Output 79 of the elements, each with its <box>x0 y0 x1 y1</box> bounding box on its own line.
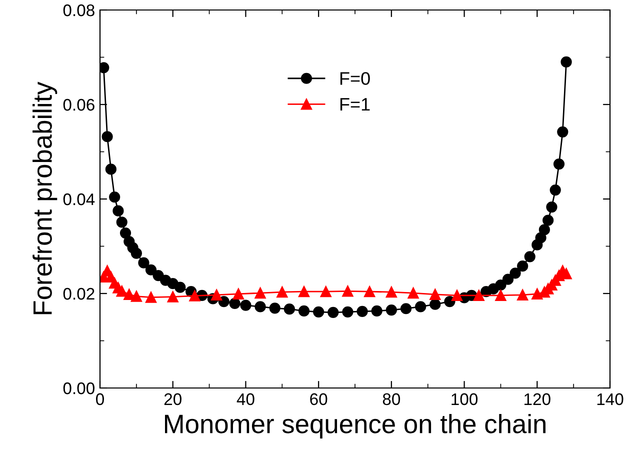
point <box>105 164 116 175</box>
point <box>553 158 565 170</box>
point <box>430 298 441 310</box>
point <box>535 232 546 244</box>
x-tick-label: 100 <box>452 393 478 406</box>
point <box>120 227 132 239</box>
point <box>109 192 120 203</box>
point <box>542 214 554 226</box>
point <box>560 56 572 68</box>
point <box>473 290 484 301</box>
point <box>408 287 419 299</box>
point <box>532 288 543 300</box>
y-tick-label: 0.04 <box>63 193 95 206</box>
x-tick-label: 120 <box>524 393 550 406</box>
point <box>145 292 157 303</box>
point <box>276 286 288 298</box>
point <box>102 131 113 142</box>
x-tick-label: 40 <box>236 393 254 406</box>
point <box>451 290 463 301</box>
point <box>174 282 186 293</box>
point <box>138 257 150 268</box>
point <box>189 290 200 302</box>
legend-label: F=0 <box>340 72 370 85</box>
point <box>356 306 368 318</box>
point <box>130 290 142 302</box>
point <box>386 286 397 298</box>
point <box>284 304 295 315</box>
point <box>510 268 521 279</box>
point <box>364 286 376 298</box>
point <box>211 289 222 300</box>
point <box>145 264 157 276</box>
x-axis-title: Monomer sequence on the chain <box>165 414 546 439</box>
y-tick-label: 0.02 <box>63 288 94 300</box>
point <box>400 303 412 314</box>
point <box>298 286 310 298</box>
point <box>229 298 240 309</box>
point <box>495 290 506 301</box>
point <box>254 287 266 299</box>
point <box>320 286 332 298</box>
point <box>524 251 536 262</box>
y-tick-label: 0.08 <box>63 4 94 16</box>
point <box>444 296 456 308</box>
point <box>232 288 244 300</box>
point <box>557 126 568 138</box>
point <box>550 184 561 196</box>
x-tick-label: 0 <box>96 393 104 406</box>
y-tick-label: 0.06 <box>63 98 94 111</box>
point <box>371 305 382 317</box>
point <box>495 279 506 291</box>
point <box>517 260 528 272</box>
point <box>240 300 252 311</box>
point <box>502 274 514 285</box>
point <box>116 216 128 228</box>
point <box>430 288 441 300</box>
point <box>342 286 354 297</box>
y-axis-title: Forefront probability <box>32 82 58 314</box>
y-tick-label: 0.00 <box>63 382 94 394</box>
point <box>112 205 124 216</box>
point <box>415 301 426 312</box>
x-tick-label: 140 <box>597 393 624 406</box>
point <box>517 289 528 300</box>
x-tick-label: 60 <box>310 393 328 406</box>
point <box>313 306 324 318</box>
point <box>254 301 266 312</box>
point <box>269 302 280 314</box>
point <box>167 291 178 302</box>
point <box>218 296 230 308</box>
x-tick-label: 80 <box>382 393 400 406</box>
legend-label: F=1 <box>340 98 370 111</box>
point <box>538 224 550 236</box>
point <box>130 248 142 259</box>
point <box>298 305 310 317</box>
point <box>342 306 354 318</box>
x-tick-label: 20 <box>164 393 182 406</box>
point <box>328 306 339 318</box>
point <box>546 201 558 213</box>
point <box>386 304 397 316</box>
point <box>116 286 128 297</box>
point <box>124 288 135 300</box>
